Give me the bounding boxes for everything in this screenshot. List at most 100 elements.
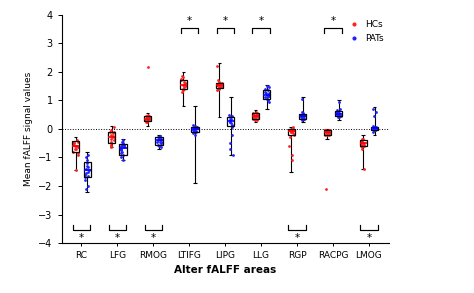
Point <box>155 138 162 143</box>
Point <box>156 134 164 138</box>
Point <box>108 139 115 144</box>
Point <box>191 125 198 130</box>
Point <box>82 175 89 180</box>
Point <box>106 130 114 134</box>
Point <box>71 144 78 149</box>
Point <box>121 144 128 149</box>
Point <box>253 110 260 114</box>
Point <box>337 107 344 111</box>
Point <box>70 141 78 146</box>
Point <box>358 141 365 146</box>
Bar <box>335 111 342 116</box>
Point <box>157 141 165 146</box>
Point <box>190 130 197 135</box>
Point <box>299 118 306 123</box>
Bar <box>119 144 127 155</box>
Point <box>371 125 379 130</box>
Point <box>107 145 115 150</box>
Point <box>253 111 260 115</box>
Point <box>323 132 331 137</box>
Point <box>333 111 341 115</box>
Point <box>181 84 189 88</box>
Text: *: * <box>258 16 264 26</box>
Point <box>144 120 151 124</box>
Point <box>264 84 271 88</box>
Point <box>333 112 341 117</box>
Point <box>144 117 151 121</box>
Point <box>228 132 236 137</box>
Point <box>180 79 188 84</box>
Point <box>359 141 366 146</box>
Point <box>323 187 330 191</box>
Point <box>216 84 224 88</box>
Point <box>180 85 188 90</box>
Point <box>109 131 117 136</box>
Point <box>110 135 118 140</box>
Text: *: * <box>223 16 228 26</box>
Point <box>119 141 127 146</box>
Point <box>110 138 118 143</box>
Point <box>144 117 152 121</box>
Point <box>229 152 237 157</box>
Bar <box>371 127 378 130</box>
Point <box>216 81 224 86</box>
Point <box>74 139 82 144</box>
Point <box>357 144 365 149</box>
Bar <box>72 141 79 152</box>
Point <box>118 149 126 154</box>
Point <box>189 128 197 132</box>
Point <box>110 125 118 130</box>
Point <box>182 81 189 86</box>
Point <box>265 94 273 98</box>
Point <box>228 125 236 130</box>
Point <box>146 115 154 120</box>
Point <box>228 121 235 125</box>
Point <box>360 141 368 146</box>
Point <box>300 117 308 121</box>
Point <box>157 141 165 146</box>
Legend: HCs, PATs: HCs, PATs <box>342 17 387 47</box>
Point <box>324 130 332 134</box>
Point <box>179 75 187 80</box>
Point <box>155 135 162 140</box>
Point <box>144 112 152 117</box>
Bar <box>191 127 199 132</box>
Text: *: * <box>115 233 120 243</box>
Point <box>74 145 82 150</box>
Point <box>324 131 331 136</box>
Point <box>82 187 90 191</box>
Point <box>227 120 234 124</box>
Point <box>297 115 305 120</box>
Point <box>322 130 330 134</box>
Point <box>359 146 366 151</box>
Text: *: * <box>294 233 300 243</box>
Point <box>298 112 305 117</box>
Point <box>265 99 273 104</box>
Point <box>227 117 235 121</box>
Text: *: * <box>366 233 372 243</box>
Point <box>117 148 125 153</box>
Bar <box>155 137 163 145</box>
Point <box>72 168 80 173</box>
Point <box>252 115 260 120</box>
Point <box>251 117 259 121</box>
Point <box>290 131 297 136</box>
Point <box>146 118 153 123</box>
Bar <box>180 80 187 89</box>
Point <box>372 128 379 133</box>
Point <box>252 112 260 117</box>
Point <box>70 142 77 147</box>
X-axis label: Alter fALFF areas: Alter fALFF areas <box>174 265 276 275</box>
Point <box>108 142 115 147</box>
Point <box>290 132 297 137</box>
Point <box>214 82 222 87</box>
Bar <box>83 162 91 178</box>
Point <box>321 128 329 133</box>
Point <box>264 94 272 98</box>
Point <box>190 128 197 133</box>
Point <box>145 118 152 123</box>
Text: *: * <box>330 16 336 26</box>
Point <box>228 122 236 127</box>
Point <box>369 130 376 134</box>
Point <box>192 128 200 133</box>
